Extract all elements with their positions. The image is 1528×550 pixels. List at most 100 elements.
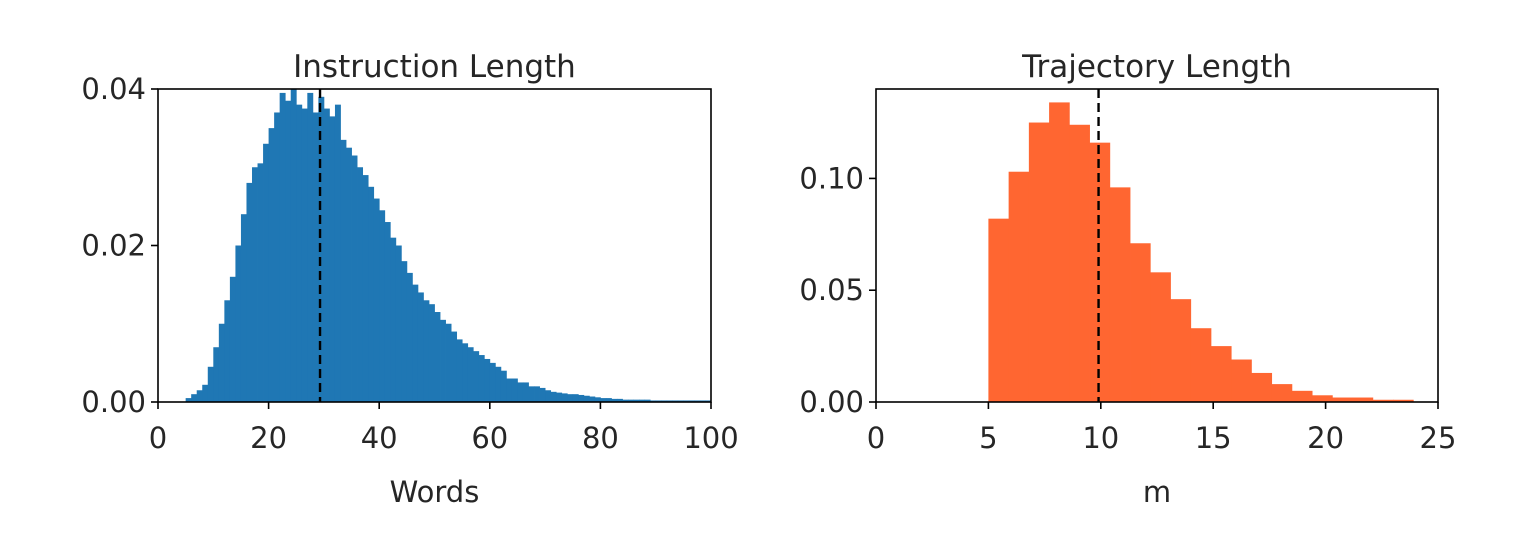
y-tick: 0.04 (81, 72, 158, 106)
histogram-bar (191, 394, 198, 402)
histogram-bar (583, 395, 590, 402)
histogram-bar (263, 143, 269, 402)
histogram-bar (611, 398, 618, 402)
histogram-bar (567, 394, 574, 402)
histogram-bar (390, 237, 397, 402)
histogram-bar (318, 96, 325, 402)
histogram-bar (417, 292, 424, 402)
histogram-bar (384, 222, 391, 402)
histogram-bar (622, 399, 629, 402)
y-tick: 0.02 (81, 229, 158, 263)
histogram-bar (423, 300, 430, 402)
histogram-bar (1372, 399, 1394, 402)
histogram-bar (1089, 142, 1111, 402)
histogram-bar (395, 245, 402, 402)
trajectory-x-axis-label: m (1143, 475, 1171, 509)
histogram-bar (434, 312, 441, 402)
histogram-bar (1150, 272, 1171, 402)
trajectory-length-title: Trajectory Length (1021, 49, 1292, 85)
histogram-bar (522, 382, 529, 402)
histogram-bar (550, 391, 557, 402)
histogram-bar (213, 347, 220, 402)
y-tick-label: 0.00 (799, 385, 864, 419)
histogram-bar (988, 218, 1010, 402)
histogram-bar (1109, 187, 1131, 402)
x-tick: 0 (149, 402, 167, 455)
histogram-bar (412, 284, 419, 403)
histogram-bar (639, 399, 646, 402)
y-tick-label: 0.00 (81, 385, 146, 419)
x-tick: 60 (471, 402, 508, 455)
histogram-bar (351, 155, 358, 402)
histogram-bar (307, 92, 314, 402)
x-tick: 100 (683, 402, 739, 455)
histogram-bar (506, 378, 513, 402)
histogram-bar (1130, 243, 1151, 402)
x-tick: 20 (1307, 402, 1344, 455)
x-tick-label: 5 (979, 421, 997, 455)
histogram-bar (235, 245, 242, 402)
histogram-bar (285, 100, 292, 403)
histogram-bar (301, 108, 308, 402)
histogram-bar (539, 387, 546, 402)
histogram-bar (451, 331, 458, 402)
histogram-bar (1271, 384, 1293, 402)
x-tick: 40 (361, 402, 398, 455)
x-tick-label: 20 (250, 421, 287, 455)
x-tick: 0 (867, 402, 885, 455)
histogram-bar (362, 175, 369, 402)
histogram-bar (296, 104, 303, 403)
histogram-bar (334, 104, 341, 403)
trajectory-y-ticks: 0.00 0.05 0.10 (799, 161, 876, 419)
x-tick-label: 0 (867, 421, 885, 455)
histogram-bar (1069, 124, 1090, 403)
histogram-bar (279, 92, 286, 402)
histogram-bar (500, 370, 507, 402)
histogram-bar (467, 347, 474, 402)
histogram-bar (556, 392, 563, 402)
y-tick: 0.00 (81, 385, 158, 419)
y-tick-label: 0.05 (799, 273, 864, 307)
trajectory-length-axes: 0 5 10 15 20 25 0.00 0.05 0.10 Trajector… (799, 49, 1456, 509)
histogram-bar (224, 300, 231, 402)
x-tick-label: 60 (471, 421, 508, 455)
x-tick-label: 80 (582, 421, 619, 455)
y-tick-label: 0.02 (81, 229, 146, 263)
histogram-bar (495, 366, 502, 402)
histogram-bar (440, 319, 446, 402)
x-tick-label: 15 (1195, 421, 1232, 455)
histogram-bar (1190, 328, 1212, 402)
histogram-bar (473, 351, 480, 402)
histogram-bar (329, 116, 336, 402)
histogram-bar (218, 323, 225, 402)
instruction-x-ticks: 0 20 40 60 80 100 (149, 402, 739, 455)
histogram-bar (1291, 390, 1313, 402)
x-tick-label: 40 (361, 421, 398, 455)
histogram-bar (202, 384, 209, 402)
histogram-bar (196, 390, 203, 402)
y-tick-label: 0.10 (799, 161, 864, 195)
histogram-bar (1210, 346, 1232, 402)
histogram-bar (207, 366, 214, 402)
histogram-bar (1393, 399, 1414, 402)
histogram-bar (462, 343, 469, 402)
histogram-bar (323, 108, 330, 402)
histogram-bar (1352, 397, 1374, 402)
histogram-bar (290, 89, 297, 402)
y-tick: 0.05 (799, 273, 876, 307)
histogram-bar (589, 396, 596, 402)
histogram-bar (605, 398, 612, 402)
histogram-bar (246, 182, 253, 402)
x-tick: 10 (1082, 402, 1119, 455)
histogram-bar (534, 386, 540, 402)
x-tick: 20 (250, 402, 287, 455)
histogram-bar (229, 276, 236, 402)
x-tick-label: 20 (1307, 421, 1344, 455)
histogram-bar (633, 399, 640, 402)
histogram-bar (528, 386, 535, 402)
histogram-bar (478, 355, 485, 402)
x-tick: 5 (979, 402, 998, 455)
histogram-bar (445, 323, 452, 402)
histogram-bar (401, 261, 408, 402)
